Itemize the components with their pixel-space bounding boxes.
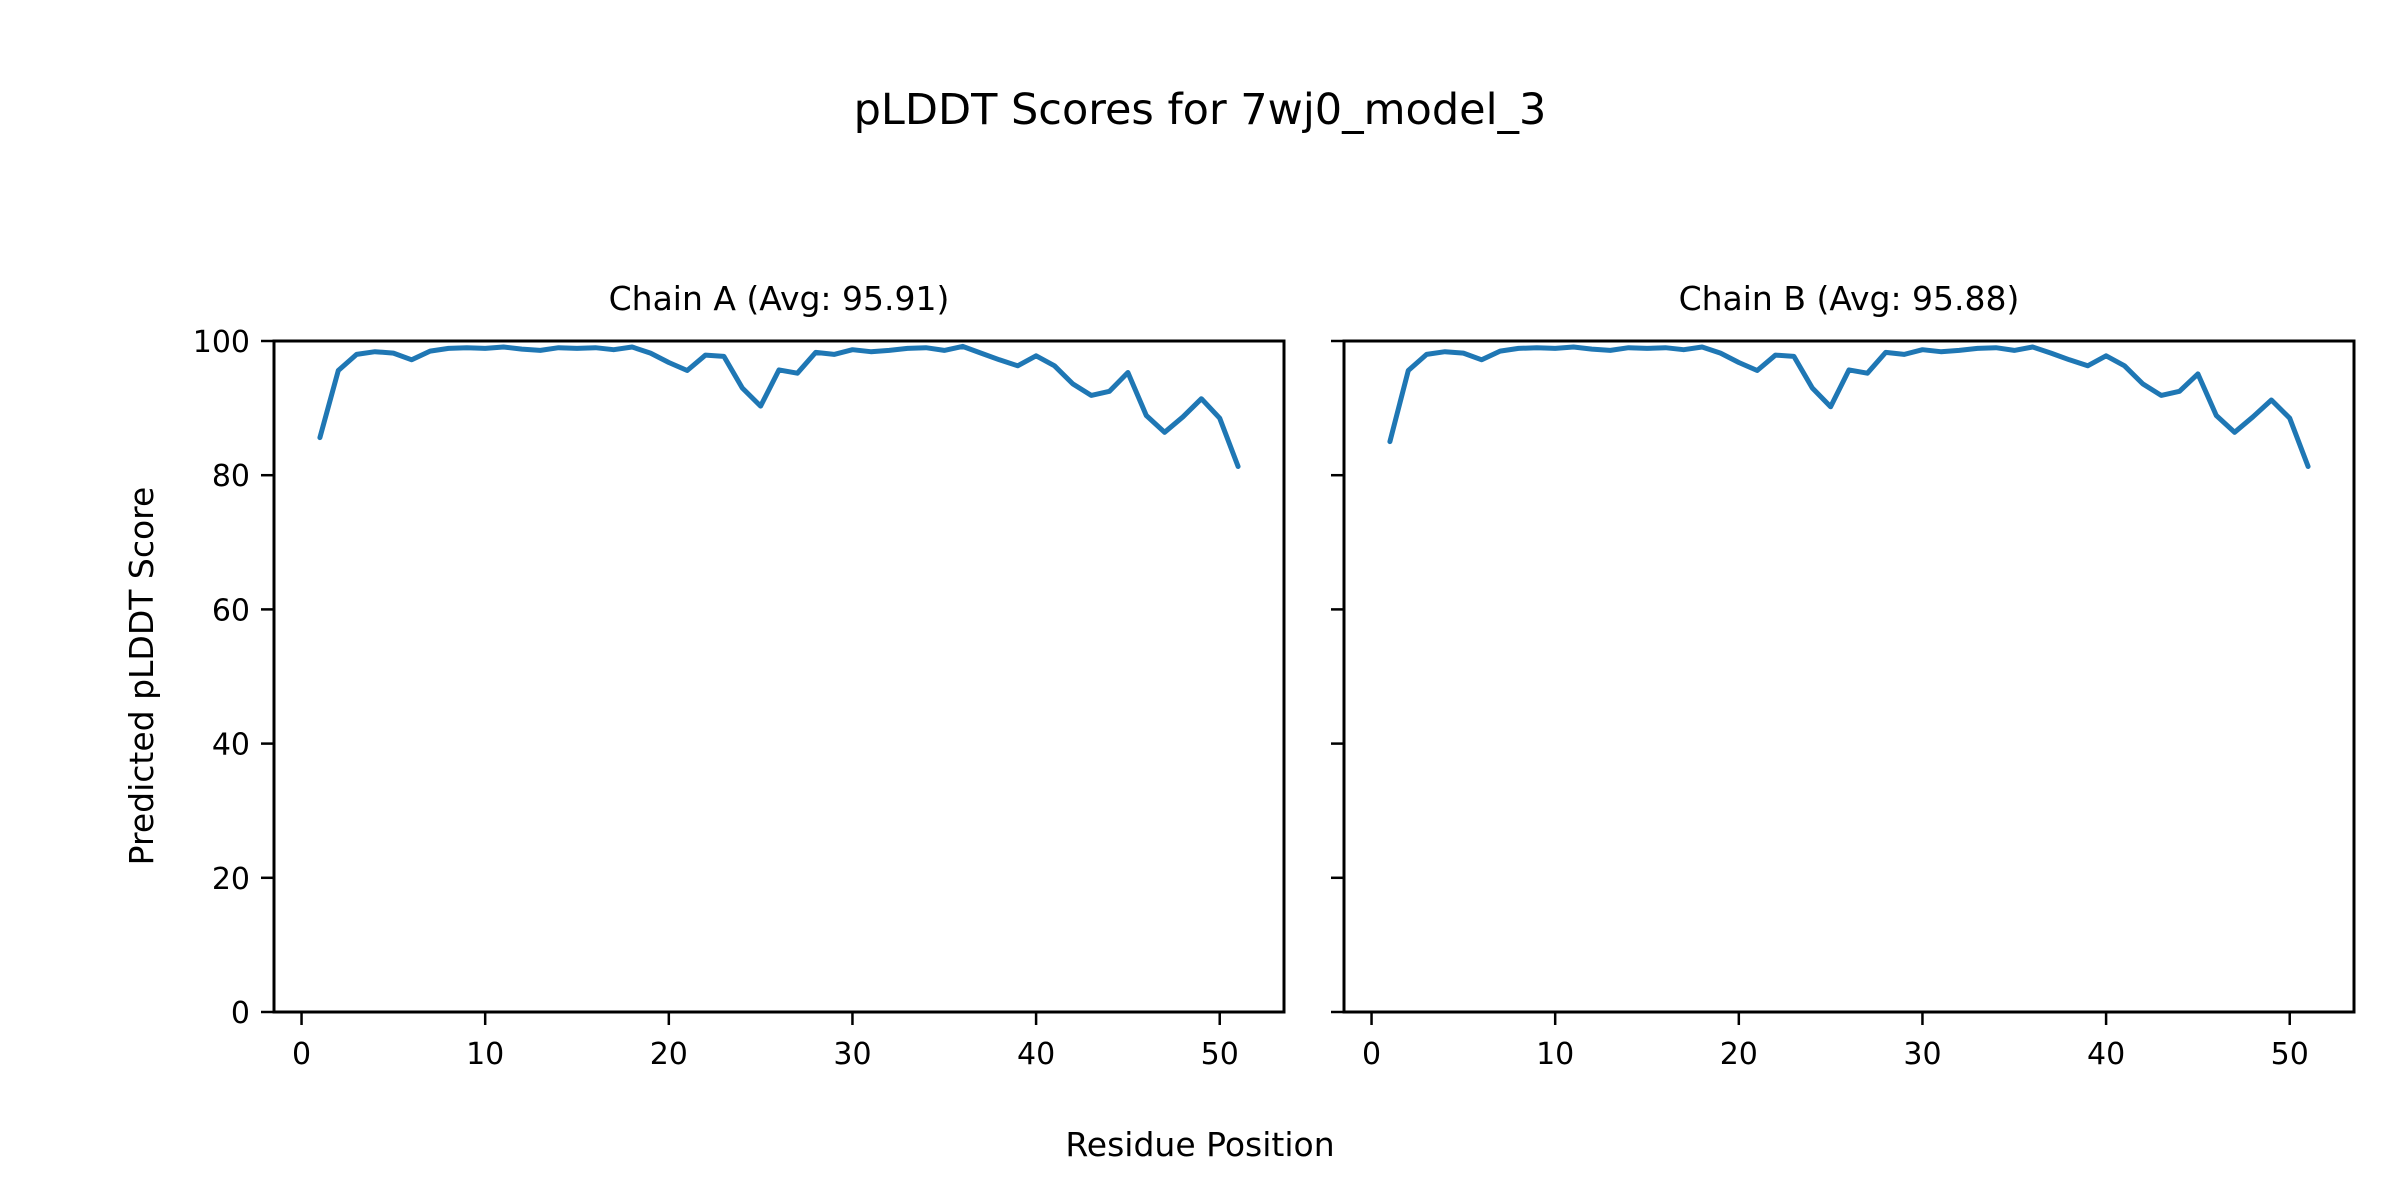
y-tick-label: 80 (212, 459, 250, 494)
x-tick-label: 0 (292, 1037, 311, 1072)
x-tick-label: 40 (2087, 1037, 2125, 1072)
x-tick-label: 30 (833, 1037, 871, 1072)
chain-b-plot: 0 10 20 30 40 50 (1331, 339, 2356, 1072)
axes-border (272, 339, 1286, 1014)
y-tick-label: 100 (193, 325, 250, 360)
x-axis-label: Residue Position (1065, 1125, 1335, 1164)
axes-border (1342, 339, 2356, 1014)
y-tick-label: 0 (231, 996, 250, 1031)
x-tick-label: 50 (2271, 1037, 2309, 1072)
chain-b-title: Chain B (Avg: 95.88) (1678, 279, 2020, 318)
chain-a-plot: 0 10 20 30 40 50 0 20 40 60 80 100 (193, 325, 1286, 1072)
x-tick-label: 20 (650, 1037, 688, 1072)
plddt-line-chain-a (317, 343, 1241, 469)
x-tick-label: 10 (466, 1037, 504, 1072)
y-tick-label: 60 (212, 593, 250, 628)
x-tick-label: 40 (1017, 1037, 1055, 1072)
x-tick-label: 30 (1903, 1037, 1941, 1072)
chain-a-title: Chain A (Avg: 95.91) (608, 279, 950, 318)
figure-title: pLDDT Scores for 7wj0_model_3 (853, 85, 1547, 135)
y-tick-label: 40 (212, 728, 250, 763)
y-tick-label: 20 (212, 862, 250, 897)
x-tick-label: 50 (1201, 1037, 1239, 1072)
x-tick-label: 0 (1362, 1037, 1381, 1072)
x-tick-label: 10 (1536, 1037, 1574, 1072)
x-tick-label: 20 (1720, 1037, 1758, 1072)
plddt-line-chain-b (1387, 344, 2311, 469)
